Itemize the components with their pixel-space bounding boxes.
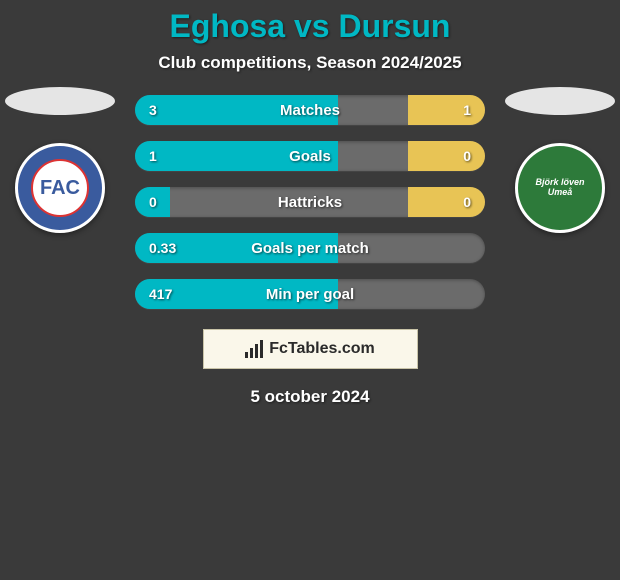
main-area: FAC 3 Matches 1 1 Goals 0 0 Hattricks 0 0.33 Goals… <box>0 95 620 309</box>
stat-value-right: 1 <box>463 102 471 118</box>
date-text: 5 october 2024 <box>250 387 369 407</box>
player-left-avatar <box>5 87 115 115</box>
stat-value-left: 417 <box>149 286 172 302</box>
branding-banner[interactable]: FcTables.com <box>203 329 418 369</box>
stat-value-left: 0.33 <box>149 240 176 256</box>
branding-text: FcTables.com <box>269 340 375 358</box>
stat-value-left: 3 <box>149 102 157 118</box>
page-title: Eghosa vs Dursun <box>170 8 451 45</box>
comparison-card: Eghosa vs Dursun Club competitions, Seas… <box>0 0 620 407</box>
club-badge-left: FAC <box>15 143 105 233</box>
stat-row: 1 Goals 0 <box>135 141 485 171</box>
stat-row: 417 Min per goal <box>135 279 485 309</box>
stat-row: 0.33 Goals per match <box>135 233 485 263</box>
stat-label: Hattricks <box>278 194 342 211</box>
stats-column: 3 Matches 1 1 Goals 0 0 Hattricks 0 0.33 Goals per… <box>135 95 485 309</box>
player-right-column: Björk löven Umeå <box>500 87 620 233</box>
club-badge-left-abbr: FAC <box>31 159 89 217</box>
subtitle: Club competitions, Season 2024/2025 <box>158 53 461 73</box>
chart-icon <box>245 340 263 358</box>
stat-value-left: 0 <box>149 194 157 210</box>
stat-row: 0 Hattricks 0 <box>135 187 485 217</box>
stat-value-right: 0 <box>463 148 471 164</box>
stat-label: Goals per match <box>251 240 369 257</box>
player-left-column: FAC <box>0 87 120 233</box>
stat-label: Matches <box>280 102 340 119</box>
stat-value-left: 1 <box>149 148 157 164</box>
stat-label: Min per goal <box>266 286 354 303</box>
player-right-avatar <box>505 87 615 115</box>
stat-row: 3 Matches 1 <box>135 95 485 125</box>
stat-fill-right <box>408 95 485 125</box>
stat-label: Goals <box>289 148 331 165</box>
stat-fill-right <box>408 141 485 171</box>
stat-fill-right <box>408 187 485 217</box>
club-badge-right: Björk löven Umeå <box>515 143 605 233</box>
stat-value-right: 0 <box>463 194 471 210</box>
